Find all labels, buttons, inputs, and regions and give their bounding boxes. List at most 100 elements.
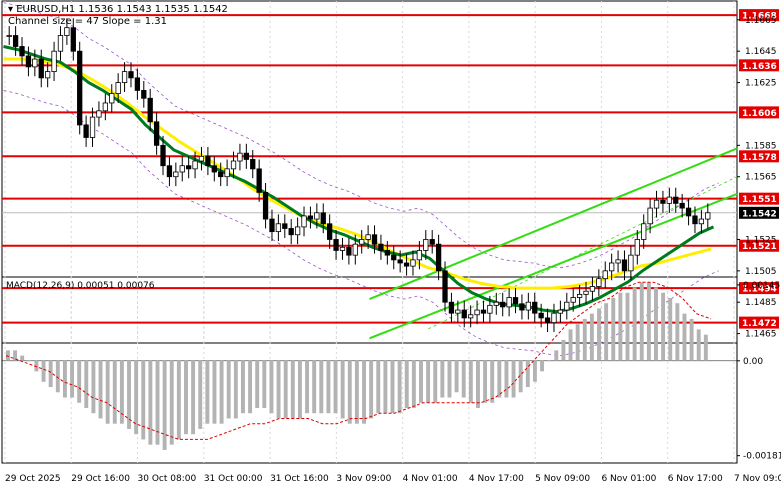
macd-panel: 0.00145 0.00 -0.00181 — [2, 281, 781, 462]
candle-body — [397, 259, 403, 264]
dropdown-icon[interactable]: ▾ — [8, 4, 14, 15]
time-tick-label: 3 Nov 09:00 — [336, 474, 391, 484]
macd-bar — [618, 292, 623, 361]
candle-body — [64, 27, 70, 36]
band-upper — [3, 2, 719, 269]
candle-body — [576, 293, 583, 298]
candle-body — [294, 226, 301, 236]
price-tick-label: 1.1665 — [745, 16, 777, 26]
candle-body — [89, 116, 96, 138]
macd-bar — [561, 339, 566, 361]
candle-body — [147, 97, 153, 123]
candle-body — [455, 309, 461, 314]
macd-bar — [184, 360, 188, 435]
macd-bar — [426, 360, 431, 403]
macd-bar — [84, 360, 89, 408]
macd-bar — [77, 360, 82, 403]
candle-body — [666, 196, 672, 204]
macd-bar — [354, 360, 359, 424]
level-tag-label: 1.1551 — [742, 195, 777, 205]
candle-body — [45, 71, 51, 79]
candle-body — [647, 207, 653, 225]
macd-bar — [326, 360, 331, 414]
macd-bar — [397, 360, 402, 414]
macd-bar — [305, 360, 310, 414]
time-tick-label: 4 Nov 01:00 — [403, 474, 458, 484]
candle-body — [121, 71, 128, 83]
macd-bar — [518, 360, 523, 393]
candle-body — [128, 71, 134, 79]
macd-bar — [119, 360, 124, 424]
candle-body — [320, 212, 326, 225]
candle-body — [532, 301, 538, 314]
time-tick-label: 31 Oct 00:00 — [204, 474, 263, 484]
candle-body — [352, 243, 358, 256]
macd-bar — [333, 360, 338, 414]
candle-body — [435, 243, 442, 272]
macd-bar — [604, 303, 609, 361]
macd-bar — [390, 360, 395, 414]
macd-bar — [597, 308, 601, 361]
level-tag-label: 1.1606 — [742, 109, 777, 119]
candle-body — [628, 254, 634, 272]
macd-bar — [169, 360, 174, 445]
macd-bar — [297, 360, 302, 419]
level-tag — [739, 282, 779, 295]
macd-bar — [675, 303, 680, 361]
candle-body — [51, 50, 57, 72]
macd-bar — [540, 360, 545, 372]
macd-bar — [198, 360, 203, 429]
candle-body — [250, 159, 256, 170]
macd-bar — [689, 318, 694, 361]
macd-bar — [447, 360, 452, 398]
candle-body — [102, 102, 108, 112]
candle-body — [673, 196, 679, 204]
macd-bar — [27, 360, 32, 362]
macd-bar — [55, 360, 60, 393]
candle-body — [512, 297, 519, 305]
macd-bar — [148, 360, 153, 445]
candle-body — [256, 168, 262, 193]
candle-body — [493, 301, 499, 306]
level-tag-label: 1.1668 — [742, 12, 777, 22]
ma-fast-line — [3, 45, 715, 314]
candle-body — [410, 259, 416, 267]
macd-bar — [319, 360, 324, 414]
candle-body — [32, 58, 38, 68]
candle-body — [378, 243, 384, 251]
candle-body — [243, 152, 249, 160]
candle-body — [275, 223, 282, 233]
candle-body — [327, 223, 333, 240]
macd-bar — [454, 360, 459, 393]
candle-body — [583, 290, 589, 295]
level-tag — [739, 239, 779, 252]
macd-bar — [269, 360, 274, 414]
macd-bar — [112, 360, 117, 424]
macd-bar — [262, 360, 267, 408]
macd-bar — [162, 360, 167, 450]
level-tag — [739, 150, 779, 163]
level-tag-label: 1.1636 — [742, 62, 777, 72]
price-axis: 1.16651.16451.16251.15851.15651.15251.15… — [737, 16, 777, 340]
time-tick-label: 6 Nov 01:00 — [601, 474, 656, 484]
candle-body — [551, 312, 557, 324]
time-axis: 29 Oct 2025 29 Oct 16:00 30 Oct 08:00 31 Oc… — [5, 474, 781, 484]
level-tag-label: 1.1494 — [742, 285, 777, 295]
macd-bar — [575, 324, 580, 361]
macd-tick-label: 0.00145 — [743, 281, 780, 291]
level-tag — [739, 316, 779, 329]
macd-bar — [219, 360, 224, 424]
macd-bar — [141, 360, 146, 440]
time-tick-label: 29 Oct 2025 — [5, 474, 61, 484]
macd-bar — [547, 360, 552, 362]
symbol-label: EURUSD,H1 — [16, 4, 76, 15]
macd-bar — [639, 282, 644, 361]
macd-bar — [511, 360, 516, 398]
candle-body — [448, 301, 455, 314]
macd-bar — [290, 360, 295, 419]
candle-body — [109, 93, 115, 104]
macd-bar — [212, 360, 217, 424]
candle-body — [288, 228, 294, 236]
macd-bar — [369, 360, 374, 419]
